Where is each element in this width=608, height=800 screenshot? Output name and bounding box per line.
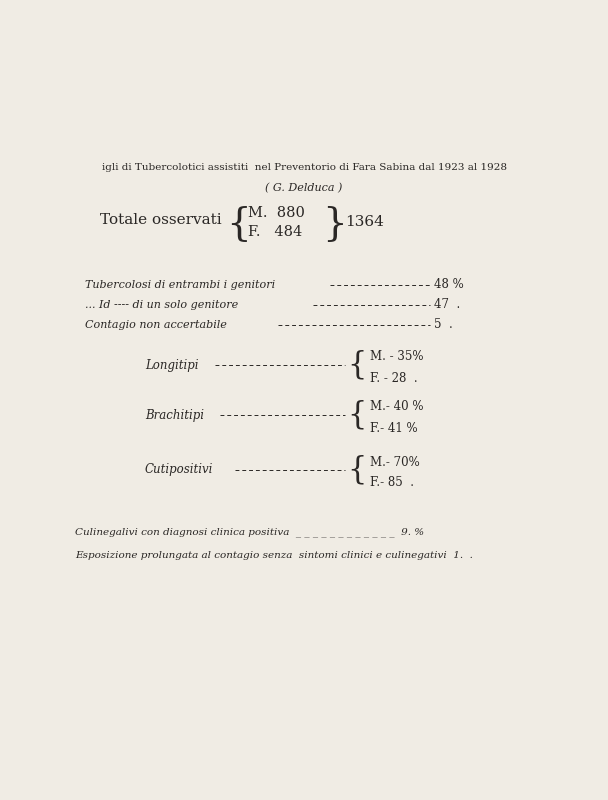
Text: }: } — [322, 206, 347, 242]
Text: Culinegalivi con diagnosi clinica positiva  _ _ _ _ _ _ _ _ _ _ _ _  9. %: Culinegalivi con diagnosi clinica positi… — [75, 527, 424, 537]
Text: Tubercolosi di entrambi i genitori: Tubercolosi di entrambi i genitori — [85, 280, 275, 290]
Text: M. - 35%: M. - 35% — [370, 350, 424, 363]
Text: Contagio non accertabile: Contagio non accertabile — [85, 320, 227, 330]
Text: M.  880: M. 880 — [248, 206, 305, 220]
Text: F.- 41 %: F.- 41 % — [370, 422, 418, 434]
Text: M.- 70%: M.- 70% — [370, 455, 420, 469]
Text: igli di Tubercolotici assistiti  nel Preventorio di Fara Sabina dal 1923 al 1928: igli di Tubercolotici assistiti nel Prev… — [102, 163, 506, 173]
Text: ... Id ---- di un solo genitore: ... Id ---- di un solo genitore — [85, 300, 238, 310]
Text: F.   484: F. 484 — [248, 225, 302, 239]
Text: Esposizione prolungata al contagio senza  sintomi clinici e culinegativi  1.  .: Esposizione prolungata al contagio senza… — [75, 551, 473, 561]
Text: {: { — [347, 350, 367, 381]
Text: F.- 85  .: F.- 85 . — [370, 477, 414, 490]
Text: Totale osservati: Totale osservati — [100, 213, 222, 227]
Text: M.- 40 %: M.- 40 % — [370, 401, 424, 414]
Text: F. - 28  .: F. - 28 . — [370, 371, 418, 385]
Text: Longitipi: Longitipi — [145, 358, 198, 371]
Text: 48 %: 48 % — [434, 278, 464, 291]
Text: Brachitipi: Brachitipi — [145, 409, 204, 422]
Text: Cutipositivi: Cutipositivi — [145, 463, 213, 477]
Text: {: { — [347, 454, 367, 486]
Text: 47  .: 47 . — [434, 298, 460, 311]
Text: 1364: 1364 — [345, 215, 384, 229]
Text: 5  .: 5 . — [434, 318, 453, 331]
Text: {: { — [347, 399, 367, 430]
Text: ( G. Delduca ): ( G. Delduca ) — [265, 183, 343, 193]
Text: {: { — [226, 206, 250, 242]
